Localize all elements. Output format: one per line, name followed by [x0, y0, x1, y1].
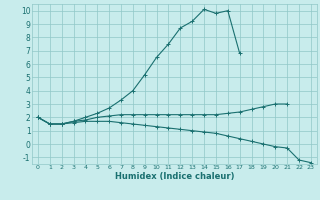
X-axis label: Humidex (Indice chaleur): Humidex (Indice chaleur)	[115, 172, 234, 181]
